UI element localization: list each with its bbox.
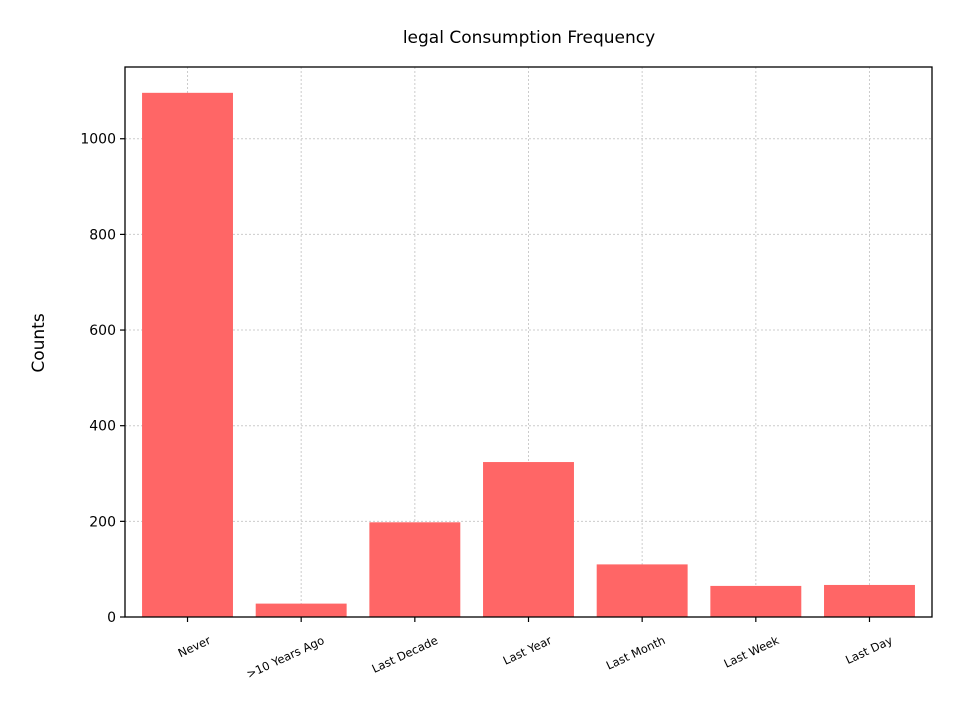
y-tick-label-3: 600 — [89, 323, 116, 339]
x-tick-label-4: Last Month — [604, 633, 668, 673]
x-tick-label-6: Last Day — [843, 633, 895, 667]
bar-2 — [369, 522, 461, 617]
x-tick-label-1: >10 Years Ago — [244, 633, 326, 681]
bar-5 — [710, 585, 802, 617]
x-tick-label-2: Last Decade — [370, 633, 441, 676]
y-tick-label-1: 200 — [89, 514, 116, 530]
x-tick-label-5: Last Week — [722, 633, 782, 671]
y-tick-label-5: 1000 — [80, 132, 116, 148]
y-axis-label: Counts — [29, 313, 49, 372]
y-tick-label-2: 400 — [89, 419, 116, 435]
x-tick-label-3: Last Year — [501, 633, 554, 668]
x-tick-label-0: Never — [176, 633, 213, 660]
bar-6 — [824, 584, 915, 617]
bar-0 — [142, 92, 233, 617]
y-axis-ticks: 0 200 400 600 800 1000 — [80, 132, 125, 626]
y-tick-label-4: 800 — [89, 227, 116, 243]
bar-3 — [483, 462, 574, 617]
bar-1 — [255, 603, 347, 617]
y-tick-label-0: 0 — [107, 610, 116, 626]
bar-4 — [596, 564, 688, 617]
chart-title: legal Consumption Frequency — [403, 28, 655, 48]
bars — [142, 92, 915, 617]
x-axis-ticks: Never >10 Years Ago Last Decade Last Year La… — [176, 617, 895, 681]
